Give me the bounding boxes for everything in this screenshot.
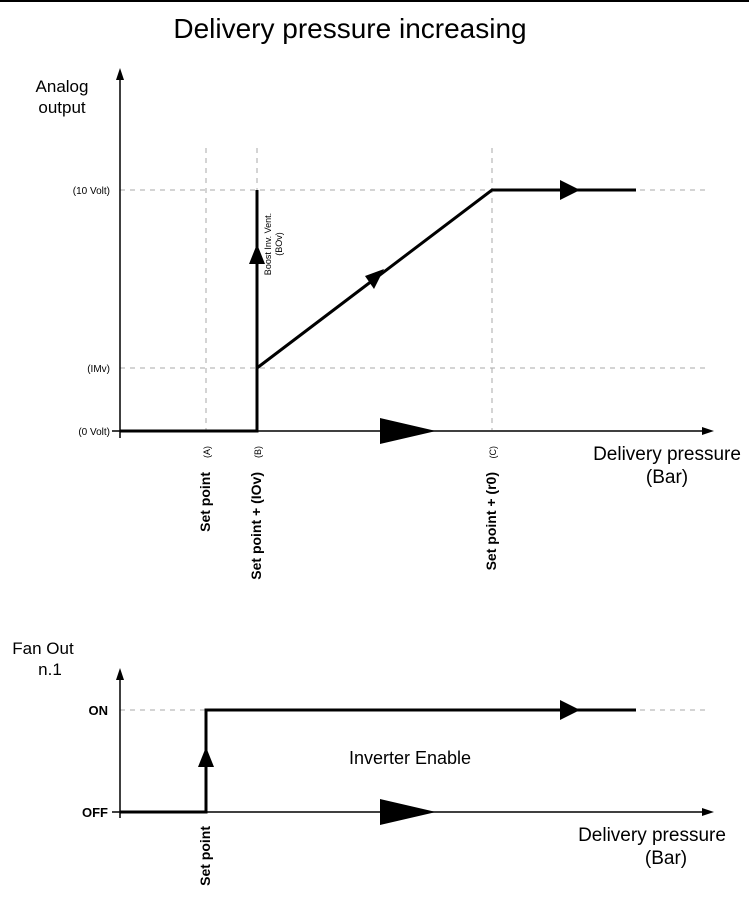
fan-on-arrow-icon [560,700,580,720]
bottom-x-axis-arrow-icon [702,808,714,816]
x-tick-code-b: (B) [253,446,263,458]
x-tick-set-point-bottom: Set point [197,826,213,886]
top-y-axis-arrow-icon [116,68,124,80]
tick-on: ON [89,703,109,718]
bottom-x-axis-label-line2: (Bar) [645,848,687,869]
x-tick-code-a: (A) [202,446,212,458]
analog-output-curve [120,180,636,444]
boost-up-arrow-icon [249,244,265,264]
bottom-y-axis-label-line1: Fan Out [12,639,74,658]
bottom-y-axis-label-line2: n.1 [38,660,62,679]
bottom-y-axis-arrow-icon [116,668,124,680]
top-x-axis-label-line1: Delivery pressure [593,444,741,465]
fan-direction-arrow-icon [380,799,436,825]
fan-output-curve [120,700,636,825]
top-x-axis-label-line2: (Bar) [646,467,688,488]
tick-off: OFF [82,805,108,820]
x-tick-code-c: (C) [488,446,498,459]
tick-imv: (IMv) [87,364,110,375]
boost-label-line1: Boost Inv. Vent. [263,213,273,275]
curve-segment-off-and-boost [120,190,259,433]
fan-up-arrow-icon [198,747,214,767]
x-tick-label-b: Set point + (IOv) [248,472,264,580]
diagram-title: Delivery pressure increasing [173,13,526,44]
top-y-axis-label-line1: Analog [36,77,89,96]
direction-arrow-icon [380,418,436,444]
top-y-axis-label-line2: output [38,98,86,117]
bottom-x-axis-label-line1: Delivery pressure [578,825,726,846]
x-tick-set-point-c: (C) Set point + (r0) [483,446,499,570]
analog-output-chart: (10 Volt) (IMv) (0 Volt) Analog output D… [36,68,741,580]
top-axes [112,68,714,438]
x-tick-label-a: Set point [197,472,213,532]
saturation-arrow-icon [560,180,580,200]
x-tick-set-point-a: (A) Set point [197,446,213,532]
x-tick-label-c: Set point + (r0) [483,472,499,570]
tick-0-volt: (0 Volt) [78,427,110,438]
x-tick-set-point-b: (B) Set point + (IOv) [248,446,264,580]
tick-10-volt: (10 Volt) [73,186,110,197]
ramp-arrow-icon [365,269,384,289]
boost-label-line2: (BOv) [274,232,284,256]
fan-out-chart: Fan Out n.1 ON OFF Delivery pressure (Ba… [12,639,726,886]
top-x-axis-arrow-icon [702,427,714,435]
inverter-enable-label: Inverter Enable [349,748,471,768]
curve-segment-ramp [256,188,636,370]
